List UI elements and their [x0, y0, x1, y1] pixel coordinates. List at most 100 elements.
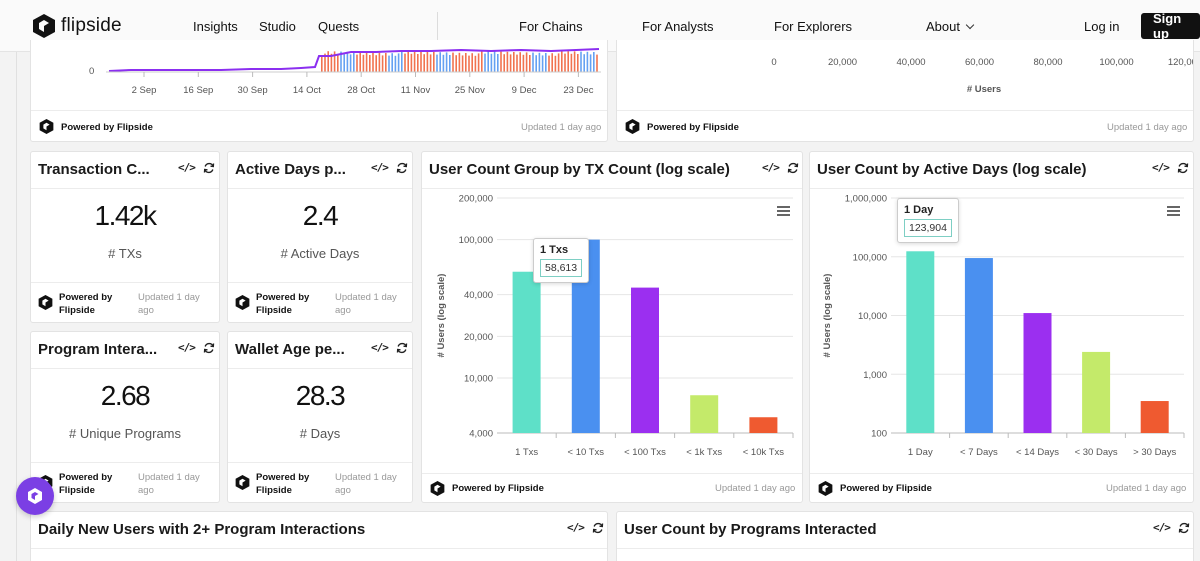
nav-for-analysts[interactable]: For Analysts	[642, 19, 714, 34]
bar	[583, 54, 585, 72]
daily-activity-chart-card: 0 2 Sep 16 Sep 30 Sep 14 Oct 28 Oct 11 Nov 25 …	[30, 40, 608, 142]
nav-for-explorers[interactable]: For Explorers	[774, 19, 853, 34]
kpi-value: 1.42k	[94, 200, 158, 231]
x-tick-label: < 1k Txs	[686, 447, 722, 458]
x-tick-label: < 7 Days	[960, 447, 998, 458]
y-tick-label: 10,000	[464, 373, 493, 384]
bar	[439, 52, 441, 72]
nav-for-chains[interactable]: For Chains	[519, 19, 583, 34]
bar	[535, 55, 537, 72]
powered-by[interactable]: Powered by Flipside	[647, 122, 739, 133]
card-head-line	[810, 188, 1193, 189]
users-distribution-chart-card: 020,00040,00060,00080,000100,000120,000 …	[616, 40, 1194, 142]
bar	[490, 53, 493, 72]
powered-by[interactable]: Powered by Flipside	[256, 471, 309, 497]
bar-1[interactable]	[512, 271, 541, 433]
card-actions: </>	[371, 341, 408, 354]
code-icon[interactable]: </>	[371, 161, 389, 174]
programs-interacted-card: User Count by Programs Interacted </>	[616, 511, 1194, 561]
bar	[545, 53, 547, 72]
code-icon[interactable]: </>	[567, 521, 585, 534]
card-head-line	[31, 368, 219, 369]
card-head-line	[422, 188, 802, 189]
kpi-title: Transaction C...	[38, 161, 150, 178]
powered-by[interactable]: Powered by Flipside	[59, 291, 112, 317]
nav-quests[interactable]: Quests	[318, 19, 360, 34]
chat-icon	[28, 488, 42, 504]
powered-by[interactable]: Powered by Flipside	[61, 122, 153, 133]
daily-activity-chart: 0 2 Sep 16 Sep 30 Sep 14 Oct 28 Oct 11 Nov 25 …	[89, 48, 601, 96]
updated-time: Updated 1 day ago	[335, 471, 397, 497]
refresh-icon[interactable]	[396, 342, 408, 354]
refresh-icon[interactable]	[203, 162, 215, 174]
bar	[589, 54, 592, 72]
signup-button[interactable]: Sign up	[1141, 11, 1200, 41]
bar-5[interactable]	[1140, 401, 1169, 433]
nav-about[interactable]: About	[926, 19, 975, 34]
login-link[interactable]: Log in	[1084, 19, 1120, 34]
chart-menu-icon[interactable]	[1167, 206, 1180, 216]
refresh-icon[interactable]	[1177, 162, 1189, 174]
bar	[327, 51, 329, 72]
nav-studio[interactable]: Studio	[259, 19, 296, 34]
nav-insights[interactable]: Insights	[193, 19, 238, 34]
page-edge	[16, 52, 17, 561]
updated-line2: ago	[138, 485, 154, 496]
code-icon[interactable]: </>	[178, 341, 196, 354]
bar	[461, 55, 464, 72]
code-icon[interactable]: </>	[1153, 521, 1171, 534]
kpi-label: # Unique Programs	[69, 426, 181, 441]
x-tick-label: 14 Oct	[293, 85, 321, 96]
bar-4[interactable]	[1082, 351, 1111, 433]
refresh-icon[interactable]	[396, 162, 408, 174]
bar	[493, 51, 496, 72]
bar	[449, 55, 451, 72]
powered-by[interactable]: Powered by Flipside	[452, 483, 544, 494]
powered-by[interactable]: Powered by Flipside	[840, 483, 932, 494]
refresh-icon[interactable]	[1178, 522, 1190, 534]
bar	[465, 53, 467, 72]
bar	[410, 53, 413, 72]
bar-4[interactable]	[690, 395, 719, 433]
x-axis-label: # Users	[967, 84, 1001, 95]
code-icon[interactable]: </>	[371, 341, 389, 354]
refresh-icon[interactable]	[787, 162, 799, 174]
bar	[554, 55, 557, 72]
bar	[442, 54, 445, 72]
card-head-line	[228, 368, 412, 369]
bar-5[interactable]	[749, 417, 778, 433]
bar	[586, 51, 589, 72]
code-icon[interactable]: </>	[762, 161, 780, 174]
chat-widget-button[interactable]	[16, 477, 54, 515]
bar-3[interactable]	[631, 287, 659, 433]
bar	[413, 51, 416, 72]
bar	[487, 51, 489, 72]
bar	[468, 55, 470, 72]
flipside-logo[interactable]: flipside	[33, 14, 122, 38]
chart-title: User Count by Active Days (log scale)	[817, 161, 1087, 178]
powered-by[interactable]: Powered by Flipside	[59, 471, 112, 497]
bar	[330, 53, 333, 72]
bar	[333, 51, 336, 72]
code-icon[interactable]: </>	[178, 161, 196, 174]
bar-3[interactable]	[1023, 313, 1052, 433]
bar	[420, 51, 422, 72]
bar-2[interactable]	[964, 258, 993, 433]
card-head-line	[228, 188, 412, 189]
y-tick: 0	[89, 66, 94, 77]
code-icon[interactable]: </>	[1152, 161, 1170, 174]
bar-1[interactable]	[906, 251, 935, 433]
x-tick-label: < 10k Txs	[743, 447, 785, 458]
refresh-icon[interactable]	[592, 522, 604, 534]
chart-menu-icon[interactable]	[777, 206, 790, 216]
bar	[404, 53, 406, 72]
bar	[455, 55, 457, 72]
y-axis-label: # Users (log scale)	[436, 274, 447, 358]
updated-line1: Updated 1 day	[138, 472, 200, 483]
tx-count-chart-card: User Count Group by TX Count (log scale)…	[421, 151, 803, 503]
x-tick-label: 23 Dec	[563, 85, 593, 96]
powered-by[interactable]: Powered by Flipside	[256, 291, 309, 317]
powered-by-line1: Powered by	[256, 472, 310, 483]
refresh-icon[interactable]	[203, 342, 215, 354]
tooltip-value: 123,904	[904, 219, 952, 237]
